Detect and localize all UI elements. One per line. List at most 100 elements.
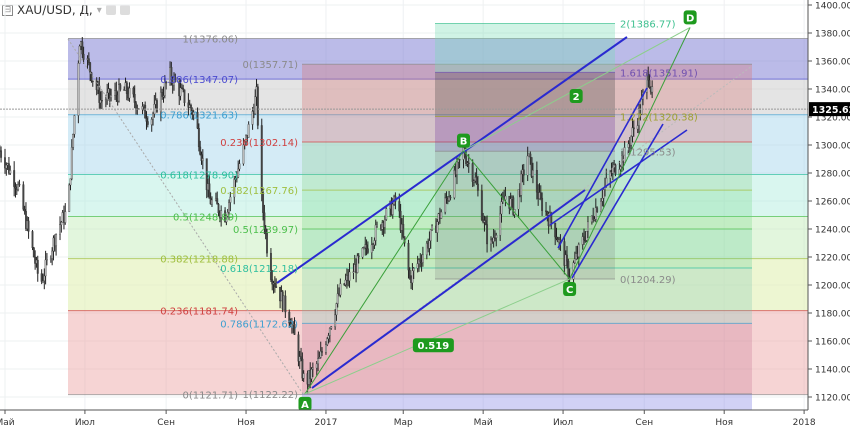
price-tick-label: 1340.00 [815,86,850,96]
time-tick-label: Июл [553,418,573,428]
candle-body [453,170,456,198]
candle-body [32,247,35,258]
time-tick-label: Сен [635,418,653,428]
fib-zone [68,174,808,217]
candle-body [275,286,278,288]
candle-body [27,220,30,232]
candle-body [429,229,432,241]
price-tick-label: 1280.00 [815,170,850,180]
candle-body [119,84,122,90]
candle-body [73,115,76,135]
fib-zone [302,267,752,324]
fib-level-label: 0.786(1321.63) [160,111,238,122]
candle-body [192,112,195,115]
candle-body [45,259,48,261]
candle-body [431,225,434,230]
candle-body [95,80,98,91]
wave-point-a-text: A [301,400,309,411]
visibility-icon[interactable] [105,5,116,15]
candle-body [366,248,369,253]
candle-body [348,271,351,281]
candle-body [522,169,525,176]
candle-body [593,219,596,221]
wave-line-bc [463,150,570,280]
wave-point-d-text: D [686,13,694,24]
candle-body [600,201,603,212]
candle-body [110,95,113,98]
candle-body [78,45,81,64]
candle-body [473,180,475,183]
channel-lower-line [311,189,586,389]
candle-body [233,179,236,198]
price-tick-label: 1220.00 [815,254,850,264]
candle-body [344,279,347,285]
candle-body [428,240,431,249]
candle-body [373,240,376,245]
wave-line-ab [304,150,464,395]
candle-body [467,162,470,165]
time-tick-label: 2018 [793,418,816,428]
fib-level-label: 0(1121.71) [182,391,238,402]
candle-body [190,104,192,110]
candle-body [425,243,428,256]
candle-body [200,154,203,161]
time-axis-bg [0,410,850,429]
candle-body [596,207,599,212]
candle-body [89,62,92,73]
candle-body [150,119,153,125]
candle-body [614,164,617,175]
fib-level-label: 0.236(1302.14) [220,138,298,149]
candle-body [256,86,259,126]
candle-body [90,72,93,82]
candle-body [492,237,495,242]
price-tick-label: 1260.00 [815,198,850,208]
candle-body [335,303,338,316]
candle-body [106,92,109,100]
candle-body [592,215,595,220]
candle-body [499,213,502,236]
candle-body [118,84,120,102]
drawings [0,26,808,395]
fib-level-label: 0.618(1212.18) [220,264,298,275]
dropdown-icon[interactable]: ▾ [96,4,102,16]
candle-body [336,293,339,304]
candle-body [458,159,461,161]
candle-body [70,147,73,179]
candle-body [133,93,136,103]
candle-body [22,184,25,210]
price-tick-label: 1180.00 [815,310,850,320]
candle-body [421,254,424,263]
candle-body [311,367,314,370]
fib-labels: 1(1376.06) 0.886(1347.07) 0.786(1321.63) 0.… [160,10,698,411]
ratio-badge-text: 0.519 [418,341,450,352]
fib-zone [302,393,752,410]
candle-body [412,268,415,271]
candle-body [7,163,10,174]
candle-body [163,81,166,96]
candle-body [156,100,158,112]
candle-body [18,183,21,186]
candle-body [504,195,507,200]
candle-body [69,178,72,186]
candle-body [288,311,291,324]
fib-level-label: 0.382(1218.88) [160,255,238,266]
candle-body [531,170,534,177]
candle-body [179,87,182,97]
price-tick-label: 1160.00 [815,338,850,348]
candle-body [517,189,520,210]
candle-body [631,127,634,137]
candle-body [161,91,164,97]
candle-body [55,234,58,247]
candle-body [315,363,318,369]
price-tick-label: 1380.00 [815,30,850,40]
fib-level-label: 0.618(1278.90) [160,171,238,182]
symbol-title[interactable]: XAU/USD, Д, [17,3,93,17]
candle-body [471,163,474,182]
fib-zone [435,151,615,279]
candle-body [284,295,287,313]
candle-body [448,196,451,201]
candle-body [361,247,364,258]
fib-level-label: 0.786(1172.62) [220,319,298,330]
settings-icon[interactable] [119,5,130,15]
